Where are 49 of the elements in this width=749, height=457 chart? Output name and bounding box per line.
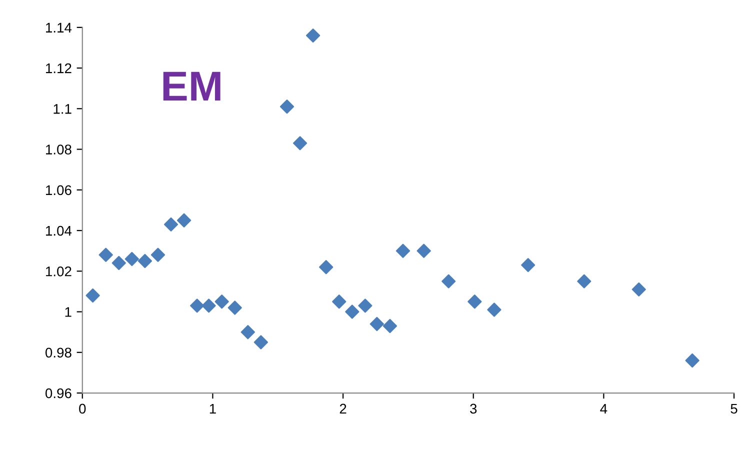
point [396, 244, 410, 258]
point [138, 254, 152, 268]
point [416, 244, 431, 258]
point [306, 28, 320, 43]
point [442, 274, 456, 288]
point [164, 217, 178, 232]
point [332, 294, 346, 309]
point [685, 353, 700, 368]
point [228, 300, 242, 315]
point [240, 325, 255, 340]
y-tick-label: 1.04 [46, 226, 72, 236]
point [98, 248, 113, 262]
point [86, 288, 100, 303]
x-tick-label: 2 [340, 404, 346, 414]
y-tick-label: 1.08 [46, 144, 72, 154]
point [150, 248, 166, 262]
x-tick-label: 3 [470, 404, 477, 414]
point [190, 298, 204, 313]
x-tick-label: 4 [600, 404, 608, 414]
y-tick-label: 0.96 [45, 388, 72, 398]
x-tick-label: 1 [210, 404, 216, 414]
y-tick-label: 1 [65, 307, 72, 317]
point [521, 258, 536, 272]
y-tick-label: 1.1 [54, 104, 72, 114]
point [176, 213, 192, 228]
point [112, 256, 126, 270]
x-tick-label: 5 [730, 404, 738, 414]
x-tick-label: 0 [79, 404, 86, 414]
point [292, 136, 308, 150]
point [319, 260, 334, 274]
y-tick-label: 0.98 [45, 348, 72, 358]
y-tick-label: 1.14 [46, 22, 72, 32]
point [280, 100, 294, 114]
point [632, 282, 646, 296]
point [202, 298, 216, 313]
y-tick-label: 1.06 [46, 185, 72, 196]
point [254, 335, 268, 350]
point [214, 294, 229, 309]
point [358, 298, 372, 313]
point [577, 274, 592, 288]
point [345, 304, 360, 319]
point [370, 316, 384, 332]
point [382, 318, 398, 334]
point [468, 294, 482, 309]
point [487, 302, 502, 317]
y-tick-label: 1.02 [46, 266, 72, 276]
text: EM [163, 72, 220, 101]
point [124, 252, 139, 266]
y-tick-label: 1.12 [46, 63, 72, 74]
